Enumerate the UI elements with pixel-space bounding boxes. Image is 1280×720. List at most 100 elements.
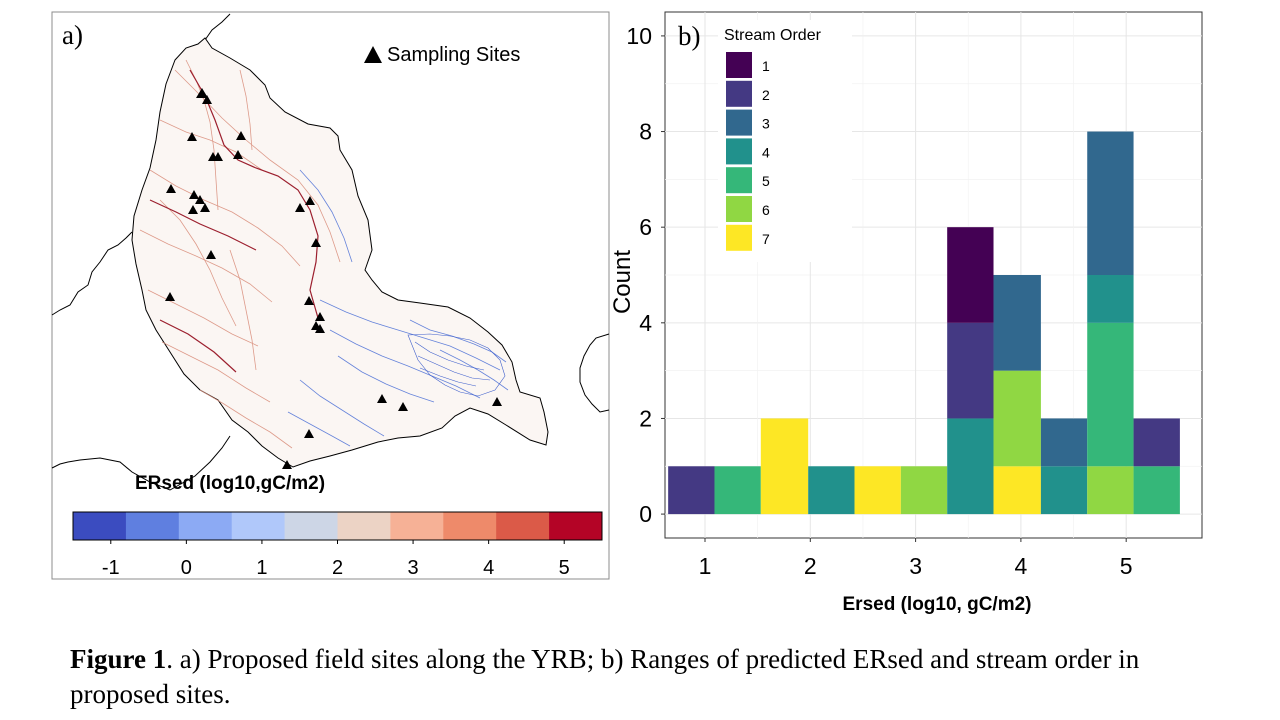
colorbar-segment xyxy=(125,512,180,540)
legend-swatch-order-4 xyxy=(726,138,752,165)
site-marker xyxy=(304,429,314,438)
colorbar-tick-label: 3 xyxy=(408,557,419,579)
histogram-bars xyxy=(668,131,1180,515)
histogram-bar-order-2 xyxy=(668,466,715,515)
site-marker xyxy=(398,402,408,411)
caption-label: Figure 1 xyxy=(70,644,167,674)
site-marker xyxy=(315,312,325,321)
legend-swatch-order-1 xyxy=(726,52,752,78)
site-marker xyxy=(188,205,198,214)
legend-label: 5 xyxy=(762,173,770,189)
y-axis-ticks: 0 2 4 6 8 10 xyxy=(626,23,665,527)
sampling-sites xyxy=(165,88,502,469)
stream-network-red xyxy=(139,59,341,449)
histogram-bar-order-2 xyxy=(1133,418,1180,467)
colorbar-tick-label: -1 xyxy=(102,557,120,579)
colorbar-segment xyxy=(390,512,444,540)
histogram-bar-order-3 xyxy=(1087,131,1134,275)
colorbar-tick-label: 5 xyxy=(559,557,570,579)
site-marker xyxy=(305,196,315,205)
colorbar-segment xyxy=(496,512,550,540)
site-marker xyxy=(195,195,205,204)
histogram-bar-order-6 xyxy=(1087,466,1134,515)
histogram-bar-order-7 xyxy=(993,466,1041,515)
legend-label: 3 xyxy=(762,116,770,132)
colorbar-segment xyxy=(231,512,286,540)
colorbar-segment xyxy=(549,512,603,540)
site-marker xyxy=(282,460,292,469)
site-marker xyxy=(492,397,502,406)
histogram-bar-order-6 xyxy=(993,370,1041,467)
colorbar-segment xyxy=(443,512,497,540)
histogram-bar-order-5 xyxy=(1087,322,1134,467)
legend-swatch-order-3 xyxy=(726,109,752,136)
figure-caption: Figure 1. a) Proposed field sites along … xyxy=(70,642,1230,712)
x-tick-label: 1 xyxy=(699,553,712,579)
sampling-site-legend-icon xyxy=(364,46,382,63)
x-axis-title: Ersed (log10, gC/m2) xyxy=(843,594,1032,615)
legend-items: 1 2 3 4 5 6 7 xyxy=(726,52,770,251)
stream-network-blue xyxy=(287,169,509,447)
colorbar-tick-label: 0 xyxy=(181,557,192,579)
site-marker xyxy=(304,296,314,305)
site-marker xyxy=(196,88,208,98)
histogram-bar-order-3 xyxy=(993,275,1041,371)
y-tick-label: 2 xyxy=(639,405,652,431)
histogram-bar-order-7 xyxy=(854,466,901,515)
histogram-bar-order-4 xyxy=(1040,466,1088,515)
colorbar-segment xyxy=(178,512,233,540)
site-marker xyxy=(166,184,176,193)
site-marker xyxy=(206,250,216,259)
sampling-site-legend-label: Sampling Sites xyxy=(387,44,520,66)
legend-swatch-order-2 xyxy=(726,80,752,107)
histogram-bar-order-4 xyxy=(1087,275,1134,323)
x-tick-label: 2 xyxy=(804,553,817,579)
site-marker xyxy=(233,150,243,159)
legend-swatch-order-7 xyxy=(726,224,752,251)
legend-swatch-order-6 xyxy=(726,196,752,222)
histogram-bar-order-3 xyxy=(1040,418,1088,467)
panel-a-label: a) xyxy=(62,20,83,50)
x-axis-ticks: 1 2 3 4 5 xyxy=(699,538,1133,579)
histogram-bar-order-2 xyxy=(947,322,994,419)
site-marker xyxy=(315,324,325,333)
site-marker xyxy=(189,190,199,199)
colorbar-segment xyxy=(73,512,127,540)
x-tick-label: 4 xyxy=(1014,553,1027,579)
colorbar-title: ERsed (log10,gC/m2) xyxy=(135,473,325,494)
map-legend: Sampling Sites xyxy=(364,44,520,66)
legend: Stream Order 1 2 3 4 5 6 7 xyxy=(718,20,852,262)
y-axis-title: Count xyxy=(609,250,636,314)
histogram-bar-order-5 xyxy=(1133,466,1180,515)
stream-network-main xyxy=(149,69,319,373)
site-marker xyxy=(187,132,197,141)
y-tick-label: 4 xyxy=(639,310,652,336)
colorbar-tick-label: 2 xyxy=(332,557,343,579)
basin-outline xyxy=(131,37,549,468)
histogram-bar-order-4 xyxy=(808,466,855,515)
x-tick-label: 5 xyxy=(1120,553,1133,579)
y-tick-label: 0 xyxy=(639,501,652,527)
y-tick-label: 8 xyxy=(639,119,652,145)
legend-label: 7 xyxy=(762,231,770,247)
histogram-bar-order-6 xyxy=(900,466,948,515)
site-marker xyxy=(236,131,246,140)
colorbar-tick-label: 4 xyxy=(483,557,494,579)
site-marker xyxy=(311,238,321,247)
y-tick-label: 10 xyxy=(626,23,652,49)
panel-b-label: b) xyxy=(678,21,701,51)
site-marker xyxy=(213,152,223,161)
colorbar xyxy=(72,511,603,541)
histogram-bar-order-7 xyxy=(760,418,809,515)
site-marker xyxy=(200,203,210,212)
site-marker xyxy=(295,203,305,212)
colorbar-segment xyxy=(337,512,391,540)
histogram-bar-order-4 xyxy=(947,418,994,515)
legend-label: 4 xyxy=(762,144,770,160)
colorbar-ticks: -1 0 1 2 3 4 5 xyxy=(102,540,570,579)
context-boundaries xyxy=(51,13,610,491)
colorbar-segment xyxy=(284,512,338,540)
x-tick-label: 3 xyxy=(909,553,922,579)
